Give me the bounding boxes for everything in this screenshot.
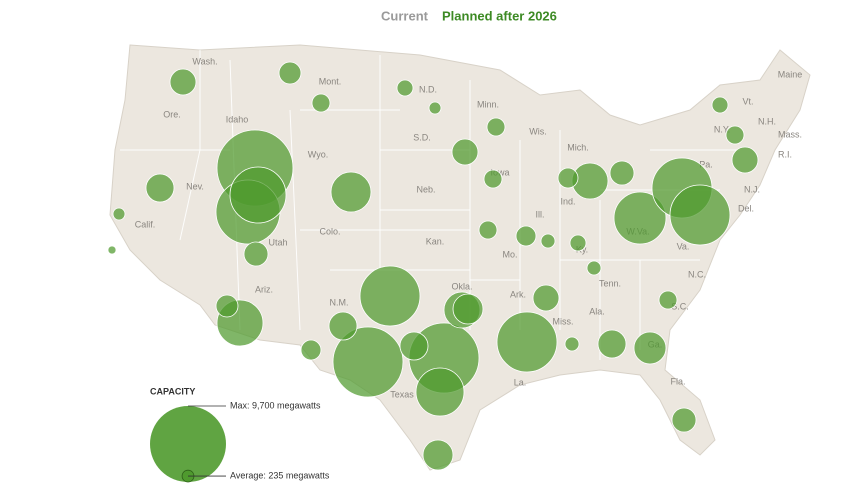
state-label: Ariz. xyxy=(255,284,273,294)
state-label: Ill. xyxy=(536,209,545,219)
state-label: Tenn. xyxy=(599,278,621,288)
state-label: Wyo. xyxy=(308,149,328,159)
state-label: Utah xyxy=(268,237,287,247)
capacity-bubble xyxy=(633,331,667,365)
capacity-bubble xyxy=(669,184,731,246)
capacity-bubble xyxy=(483,169,503,189)
capacity-bubble xyxy=(478,220,498,240)
state-label: Texas xyxy=(390,389,414,399)
capacity-bubble xyxy=(731,146,759,174)
state-label: Mont. xyxy=(319,76,342,86)
capacity-bubble xyxy=(486,117,506,137)
capacity-bubble xyxy=(422,439,454,471)
state-label: N.D. xyxy=(419,84,437,94)
capacity-bubble xyxy=(112,207,126,221)
capacity-bubble xyxy=(540,233,556,249)
capacity-bubble xyxy=(569,234,587,252)
state-label: Colo. xyxy=(319,226,340,236)
capacity-bubble xyxy=(671,407,697,433)
legend-title: CAPACITY xyxy=(150,386,195,396)
state-label: N.J. xyxy=(744,184,760,194)
state-label: Wis. xyxy=(529,126,547,136)
capacity-bubble xyxy=(415,367,465,417)
state-label: N.M. xyxy=(330,297,349,307)
state-label: Kan. xyxy=(426,236,445,246)
capacity-bubble xyxy=(613,191,667,245)
state-label: Wash. xyxy=(192,56,217,66)
state-label: N.Y. xyxy=(714,124,730,134)
state-label: Maine xyxy=(778,69,803,79)
capacity-bubble xyxy=(557,167,579,189)
toggle-planned[interactable]: Planned after 2026 xyxy=(442,8,557,23)
state-label: Fla. xyxy=(670,376,685,386)
capacity-bubble xyxy=(597,329,627,359)
legend-average-label: Average: 235 megawatts xyxy=(230,470,330,480)
state-label: Ala. xyxy=(589,306,605,316)
capacity-bubble xyxy=(428,101,442,115)
capacity-bubble xyxy=(586,260,602,276)
capacity-bubble xyxy=(359,265,421,327)
capacity-bubble xyxy=(396,79,414,97)
state-label: Va. xyxy=(677,241,690,251)
capacity-bubble xyxy=(278,61,302,85)
capacity-bubble xyxy=(311,93,331,113)
state-label: Nev. xyxy=(186,181,204,191)
capacity-bubble xyxy=(399,331,429,361)
state-label: Iowa xyxy=(490,167,509,177)
state-label: N.H. xyxy=(758,116,776,126)
capacity-bubble xyxy=(532,284,560,312)
capacity-bubble xyxy=(229,166,287,224)
capacity-bubble xyxy=(609,160,635,186)
capacity-bubble xyxy=(451,138,479,166)
capacity-bubble xyxy=(564,336,580,352)
state-label: Neb. xyxy=(416,184,435,194)
state-label: Okla. xyxy=(451,281,472,291)
state-label: La. xyxy=(514,377,527,387)
capacity-bubble xyxy=(452,293,484,325)
capacity-bubble xyxy=(515,225,537,247)
toggle-current[interactable]: Current xyxy=(381,8,429,23)
capacity-bubble xyxy=(107,245,117,255)
capacity-bubble xyxy=(658,290,678,310)
state-label: Mich. xyxy=(567,142,589,152)
state-label: Mass. xyxy=(778,129,802,139)
capacity-bubble xyxy=(215,294,239,318)
capacity-bubble xyxy=(332,326,404,398)
state-label: R.I. xyxy=(778,149,792,159)
capacity-bubble xyxy=(496,311,558,373)
state-label: Vt. xyxy=(742,96,753,106)
legend-max-circle xyxy=(150,406,226,482)
capacity-bubble xyxy=(243,241,269,267)
capacity-bubble xyxy=(300,339,322,361)
state-label: Calif. xyxy=(135,219,156,229)
capacity-bubble xyxy=(328,311,358,341)
state-label: Idaho xyxy=(226,114,249,124)
capacity-bubble xyxy=(725,125,745,145)
state-label: N.C. xyxy=(688,269,706,279)
legend: CAPACITY Max: 9,700 megawatts Average: 23… xyxy=(150,386,330,483)
state-label: Ore. xyxy=(163,109,181,119)
capacity-bubble xyxy=(711,96,729,114)
state-label: Minn. xyxy=(477,99,499,109)
capacity-bubble xyxy=(330,171,372,213)
state-label: Ind. xyxy=(560,196,575,206)
state-label: Ark. xyxy=(510,289,526,299)
state-label: Pa. xyxy=(699,159,713,169)
state-label: Mo. xyxy=(502,249,517,259)
state-label: S.C. xyxy=(671,301,689,311)
state-label: S.D. xyxy=(413,132,431,142)
state-label: Miss. xyxy=(553,316,574,326)
state-label: Del. xyxy=(738,203,754,213)
capacity-bubble xyxy=(169,68,197,96)
capacity-bubble xyxy=(145,173,175,203)
legend-max-label: Max: 9,700 megawatts xyxy=(230,400,321,410)
bubbles xyxy=(107,61,759,471)
